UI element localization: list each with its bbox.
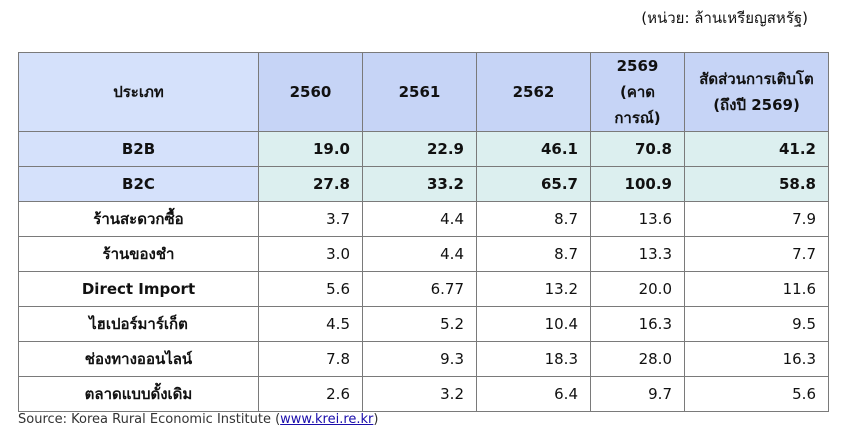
table-header: ประเภท 2560 2561 2562 2569 (คาดการณ์) สัดส่วนก… — [18, 52, 829, 132]
row-label: ตลาดแบบดั้งเดิม — [18, 376, 259, 412]
cell: 22.9 — [362, 131, 477, 167]
row-label: ไฮเปอร์มาร์เก็ต — [18, 306, 259, 342]
header-row: ประเภท 2560 2561 2562 2569 (คาดการณ์) สัดส่วนก… — [18, 52, 829, 132]
table-row: Direct Import 5.6 6.77 13.2 20.0 11.6 — [18, 271, 829, 307]
cell: 65.7 — [476, 166, 591, 202]
cell: 16.3 — [590, 306, 685, 342]
cell: 18.3 — [476, 341, 591, 377]
cell: 7.8 — [258, 341, 363, 377]
row-label: B2B — [18, 131, 259, 167]
source-close: ) — [373, 412, 379, 427]
table-row: B2B 19.0 22.9 46.1 70.8 41.2 — [18, 131, 829, 167]
row-label: Direct Import — [18, 271, 259, 307]
header-line: สัดส่วนการเติบโต — [699, 70, 814, 88]
row-label: ร้านสะดวกซื้อ — [18, 201, 259, 237]
table-row: ร้านสะดวกซื้อ 3.7 4.4 8.7 13.6 7.9 — [18, 201, 829, 237]
cell: 100.9 — [590, 166, 685, 202]
cell: 6.77 — [362, 271, 477, 307]
data-table: ประเภท 2560 2561 2562 2569 (คาดการณ์) สัดส่วนก… — [18, 52, 829, 412]
cell: 41.2 — [684, 131, 829, 167]
cell: 3.7 — [258, 201, 363, 237]
cell: 10.4 — [476, 306, 591, 342]
header-line: 2562 — [512, 83, 555, 101]
cell: 3.0 — [258, 236, 363, 272]
table-row: B2C 27.8 33.2 65.7 100.9 58.8 — [18, 166, 829, 202]
table-row: ตลาดแบบดั้งเดิม 2.6 3.2 6.4 9.7 5.6 — [18, 376, 829, 412]
cell: 7.9 — [684, 201, 829, 237]
cell: 4.4 — [362, 201, 477, 237]
table-body: B2B 19.0 22.9 46.1 70.8 41.2 B2C 27.8 33.2 65.7 10… — [18, 131, 829, 412]
header-cell: 2569 (คาดการณ์) — [590, 52, 685, 132]
cell: 9.5 — [684, 306, 829, 342]
header-line: 2561 — [398, 83, 441, 101]
source-link[interactable]: www.krei.re.kr — [280, 412, 374, 427]
cell: 28.0 — [590, 341, 685, 377]
cell: 16.3 — [684, 341, 829, 377]
cell: 9.7 — [590, 376, 685, 412]
header-cell: 2560 — [258, 52, 363, 132]
cell: 13.3 — [590, 236, 685, 272]
cell: 27.8 — [258, 166, 363, 202]
source-text: Source: Korea Rural Economic Institute ( — [18, 412, 281, 427]
cell: 5.6 — [258, 271, 363, 307]
table-row: ไฮเปอร์มาร์เก็ต 4.5 5.2 10.4 16.3 9.5 — [18, 306, 829, 342]
header-cell: สัดส่วนการเติบโต (ถึงปี 2569) — [684, 52, 829, 132]
row-label: ร้านของชำ — [18, 236, 259, 272]
header-line: 2569 — [616, 57, 659, 75]
table-row: ช่องทางออนไลน์ 7.8 9.3 18.3 28.0 16.3 — [18, 341, 829, 377]
cell: 70.8 — [590, 131, 685, 167]
header-line: (คาดการณ์) — [614, 83, 661, 127]
cell: 4.4 — [362, 236, 477, 272]
cell: 5.6 — [684, 376, 829, 412]
cell: 33.2 — [362, 166, 477, 202]
cell: 46.1 — [476, 131, 591, 167]
header-line: ประเภท — [113, 83, 164, 101]
cell: 8.7 — [476, 201, 591, 237]
cell: 7.7 — [684, 236, 829, 272]
cell: 58.8 — [684, 166, 829, 202]
cell: 19.0 — [258, 131, 363, 167]
source: Source: Korea Rural Economic Institute (… — [18, 412, 378, 427]
cell: 5.2 — [362, 306, 477, 342]
header-cell: ประเภท — [18, 52, 259, 132]
table-row: ร้านของชำ 3.0 4.4 8.7 13.3 7.7 — [18, 236, 829, 272]
row-label: B2C — [18, 166, 259, 202]
cell: 9.3 — [362, 341, 477, 377]
cell: 2.6 — [258, 376, 363, 412]
cell: 3.2 — [362, 376, 477, 412]
cell: 11.6 — [684, 271, 829, 307]
cell: 13.6 — [590, 201, 685, 237]
header-line: 2560 — [289, 83, 332, 101]
cell: 8.7 — [476, 236, 591, 272]
cell: 4.5 — [258, 306, 363, 342]
unit-note: (หน่วย: ล้านเหรียญสหรัฐ) — [641, 9, 808, 27]
cell: 20.0 — [590, 271, 685, 307]
header-line: (ถึงปี 2569) — [713, 96, 800, 114]
cell: 13.2 — [476, 271, 591, 307]
header-cell: 2562 — [476, 52, 591, 132]
row-label: ช่องทางออนไลน์ — [18, 341, 259, 377]
cell: 6.4 — [476, 376, 591, 412]
header-cell: 2561 — [362, 52, 477, 132]
